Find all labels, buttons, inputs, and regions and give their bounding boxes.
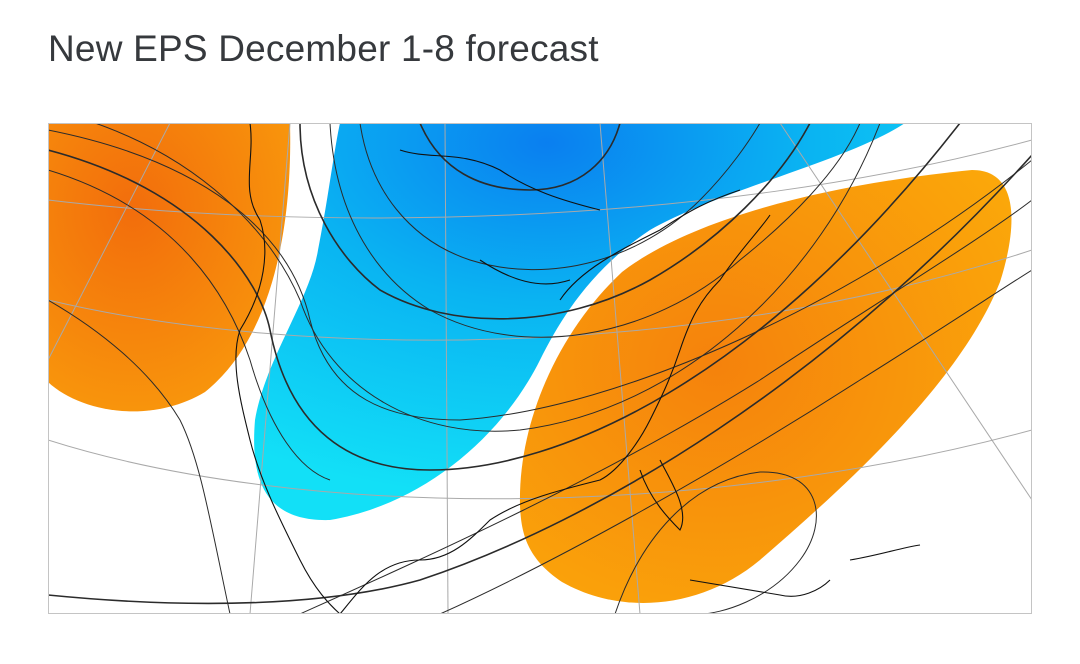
height-contours <box>48 123 1032 614</box>
cold-anomaly <box>254 123 905 521</box>
graticule <box>48 123 1032 614</box>
map-frame <box>48 123 1032 614</box>
warm-anomaly <box>519 170 1012 603</box>
map-body <box>48 123 1032 614</box>
coastlines <box>235 123 921 614</box>
post-title: New EPS December 1-8 forecast <box>48 28 599 69</box>
warm-anomaly <box>48 123 291 412</box>
